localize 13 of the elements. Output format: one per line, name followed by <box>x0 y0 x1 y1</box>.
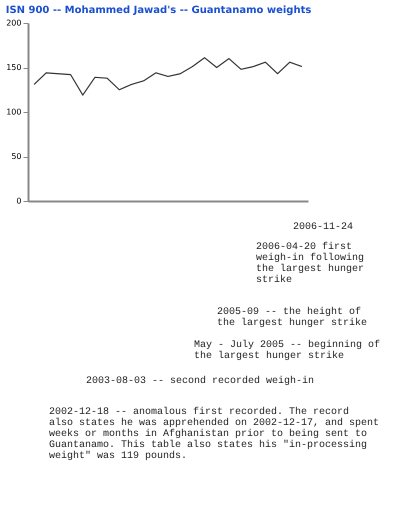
y-tick-label: 0 <box>16 196 22 206</box>
text: 2002-12-18 -- anomalous first recorded. The record also states he was apprehended on 2002-12-17, and spent weeks or months in Afghanistan prior to being sent to Guantanamo. This table also states his "in-processing weight" was 119 pounds. <box>49 406 380 462</box>
line-series <box>33 57 303 96</box>
text: 2006-04-20 first weigh-in following the largest hunger strike <box>256 241 364 286</box>
y-tick-label: 200 <box>6 18 22 28</box>
y-tick-label: 150 <box>6 63 22 72</box>
text: 2006-11-24 <box>293 222 354 233</box>
text: 2005-09 -- the height of the largest hunger strike <box>217 306 368 329</box>
text: May - July 2005 -- beginning of the largest hunger strike <box>194 339 380 362</box>
y-tick-label: 100 <box>6 108 22 116</box>
chart-title: ISN 900 -- Mohammed Jawad's -- Guantanamo weights <box>6 5 312 16</box>
text: 2003-08-03 -- second recorded weigh-in <box>86 375 314 387</box>
y-tick-label: 50 <box>11 152 22 161</box>
